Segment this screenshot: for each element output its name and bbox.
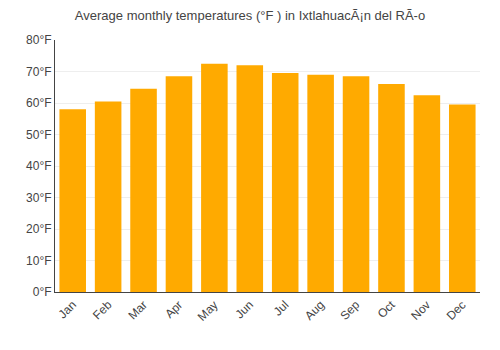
svg-text:60°F: 60°F <box>26 96 51 110</box>
svg-text:Sep: Sep <box>337 298 362 323</box>
svg-text:Jan: Jan <box>55 298 79 322</box>
svg-text:Aug: Aug <box>302 298 327 323</box>
svg-text:50°F: 50°F <box>26 128 51 142</box>
svg-text:Jun: Jun <box>233 298 257 322</box>
svg-text:Nov: Nov <box>408 298 433 323</box>
svg-text:10°F: 10°F <box>26 254 51 268</box>
svg-text:Average monthly temperatures (: Average monthly temperatures (°F ) in Ix… <box>75 8 425 23</box>
svg-text:Mar: Mar <box>125 298 150 323</box>
svg-text:30°F: 30°F <box>26 191 51 205</box>
svg-text:40°F: 40°F <box>26 159 51 173</box>
svg-text:May: May <box>195 298 221 324</box>
svg-text:80°F: 80°F <box>26 33 51 47</box>
svg-text:Feb: Feb <box>90 298 115 323</box>
svg-text:Apr: Apr <box>162 298 185 321</box>
svg-text:Oct: Oct <box>375 297 399 321</box>
svg-text:0°F: 0°F <box>33 285 52 299</box>
svg-text:Jul: Jul <box>271 298 292 319</box>
svg-text:20°F: 20°F <box>26 222 51 236</box>
svg-text:70°F: 70°F <box>26 65 51 79</box>
svg-text:Dec: Dec <box>444 298 469 323</box>
